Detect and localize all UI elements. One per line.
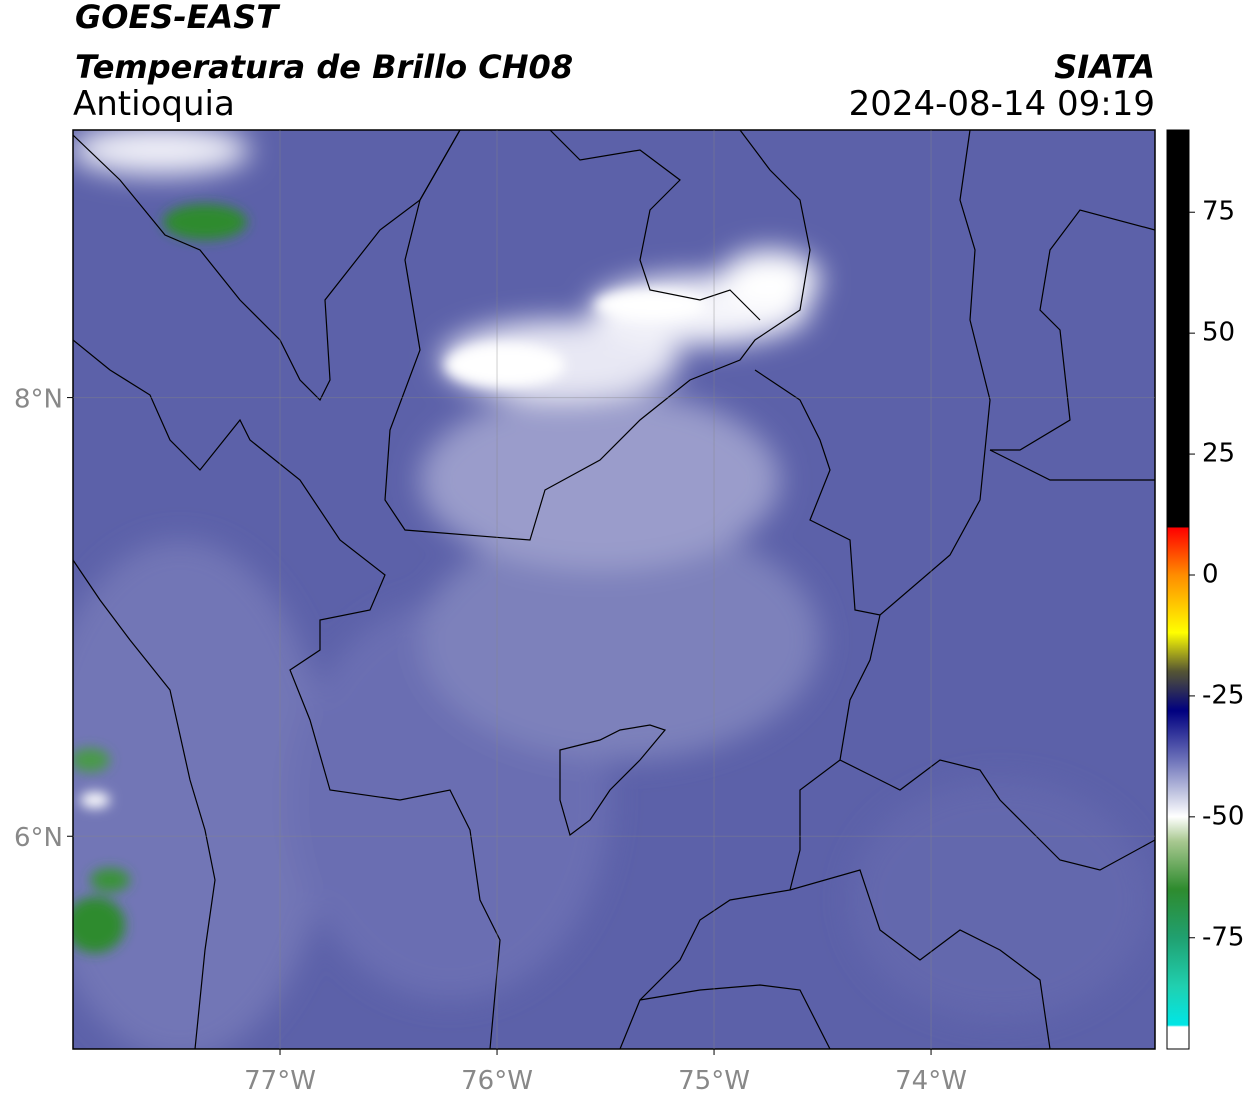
colorbar-tick-label: -50 — [1202, 801, 1244, 831]
colorbar-tick-label: -75 — [1202, 922, 1244, 952]
cold-cores — [73, 204, 705, 953]
lat-tick-label: 6°N — [14, 823, 63, 853]
colorbar-tick-label: 50 — [1202, 318, 1235, 348]
colorbar-tick-label: 25 — [1202, 439, 1235, 469]
borders — [73, 130, 1155, 1049]
lon-tick-label: 77°W — [244, 1066, 316, 1096]
colorbar — [1166, 129, 1190, 1050]
lat-tick-label: 8°N — [14, 385, 63, 415]
temperature-field — [73, 130, 1150, 1049]
source: SIATA — [1054, 48, 1155, 86]
lon-tick-label: 74°W — [895, 1066, 967, 1096]
map-field — [73, 130, 1155, 1049]
colorbar-tick-label: -25 — [1202, 680, 1244, 710]
datetime: 2024-08-14 09:19 — [849, 84, 1155, 124]
subtitle: Temperatura de Brillo CH08 — [75, 48, 573, 86]
map-frame — [72, 129, 1156, 1050]
lon-tick-label: 76°W — [461, 1066, 533, 1096]
lon-tick-label: 75°W — [678, 1066, 750, 1096]
colorbar-tick-label: 0 — [1202, 559, 1219, 589]
colorbar-tick-label: 75 — [1202, 197, 1235, 227]
region: Antioquia — [73, 84, 235, 124]
title: GOES-EAST — [75, 0, 280, 36]
